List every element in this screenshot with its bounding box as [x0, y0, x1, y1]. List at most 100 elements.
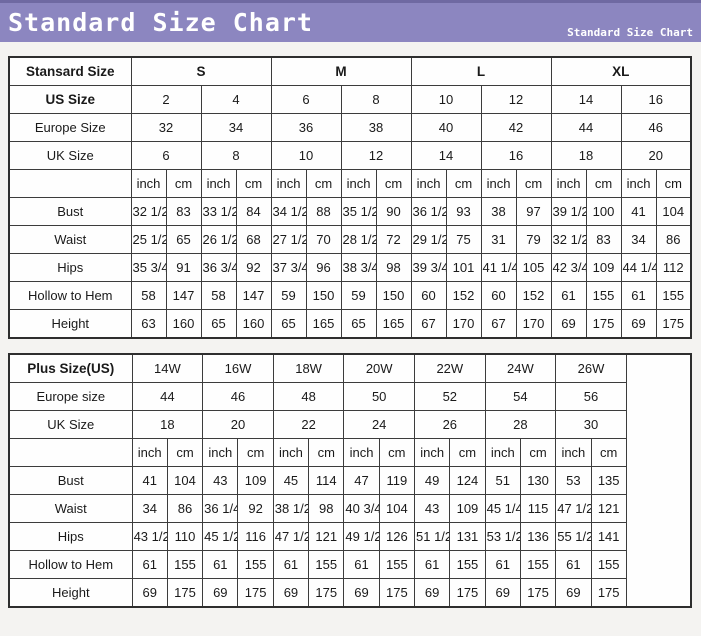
- table-cell: inch: [202, 438, 239, 467]
- table-cell: 165: [375, 309, 412, 339]
- table-cell: 150: [305, 281, 342, 310]
- table-cell: 35 1/2: [340, 197, 377, 226]
- table-row: Height 63 160 65 160 65 165 65 165 67 170 67 170 69 17…: [8, 309, 692, 339]
- table-cell: 155: [308, 550, 345, 579]
- table-cell: inch: [484, 438, 521, 467]
- table-cell: 96: [305, 253, 342, 282]
- table-cell: 93: [445, 197, 482, 226]
- table-cell: 18W: [272, 353, 345, 383]
- table-cell: inch: [272, 438, 310, 467]
- table-cell: 29 1/2: [410, 225, 447, 254]
- table-cell: 56: [555, 382, 627, 411]
- table-cell: 44 1/4: [620, 253, 657, 282]
- table-cell: 68: [235, 225, 272, 254]
- table-cell: cm: [585, 169, 622, 198]
- table-cell: 18: [131, 410, 204, 439]
- table-cell: 92: [235, 253, 272, 282]
- page-title: Standard Size Chart: [8, 8, 313, 37]
- table-cell: 39 1/2: [550, 197, 587, 226]
- table-cell: 6: [270, 85, 342, 114]
- table-cell: 136: [519, 522, 557, 551]
- table-cell: 141: [590, 522, 627, 551]
- table-cell: 121: [590, 494, 627, 523]
- table-cell: 8: [200, 141, 272, 170]
- table-cell: 24: [343, 410, 415, 439]
- table-cell: 109: [585, 253, 622, 282]
- table-cell: 155: [237, 550, 274, 579]
- table-cell: 147: [235, 281, 272, 310]
- table-cell: 67: [410, 309, 447, 339]
- table-row: Hips 43 1/2 110 45 1/2 116 47 1/2 121 49 1/2 126…: [8, 522, 691, 551]
- table-cell: Europe size: [8, 382, 133, 411]
- table-cell: Stansard Size: [8, 56, 132, 86]
- table-cell: 126: [378, 522, 416, 551]
- table-cell: 61: [131, 550, 168, 579]
- table-cell: 105: [515, 253, 552, 282]
- table-cell: 47 1/2: [272, 522, 310, 551]
- table-cell: 46: [202, 382, 274, 411]
- table-cell: 34 1/2: [270, 197, 307, 226]
- table-cell: M: [270, 56, 412, 86]
- table-cell: 112: [655, 253, 692, 282]
- table-cell: 22: [272, 410, 345, 439]
- table-cell: 49: [413, 466, 451, 495]
- table-cell: 92: [237, 494, 274, 523]
- table-cell: 33 1/2: [200, 197, 237, 226]
- table-cell: 69: [202, 578, 239, 608]
- table-cell: 10: [270, 141, 342, 170]
- table-cell: 155: [378, 550, 416, 579]
- table-row: Waist 34 86 36 1/4 92 38 1/2 98 40 3/4 104 43 109 4…: [8, 494, 691, 523]
- table-cell: 54: [484, 382, 557, 411]
- table-cell: 45 1/2: [202, 522, 239, 551]
- table-row: Height 69 175 69 175 69 175 69 175 69 175 69 175 69 17…: [8, 578, 691, 608]
- table-cell: 55 1/2: [555, 522, 592, 551]
- table-cell: 175: [585, 309, 622, 339]
- table-cell: 43: [202, 466, 239, 495]
- table-cell: 100: [585, 197, 622, 226]
- table-cell: Waist: [8, 494, 133, 523]
- table-row: Europe Size 32 34 36 38 40 42 44 46: [8, 113, 692, 142]
- table-cell: 79: [515, 225, 552, 254]
- table-cell: Hollow to Hem: [8, 281, 132, 310]
- table-cell: 14W: [131, 353, 204, 383]
- table-cell: 69: [272, 578, 310, 608]
- table-cell: 36 3/4: [200, 253, 237, 282]
- table-cell: Bust: [8, 197, 132, 226]
- table-cell: 34: [200, 113, 272, 142]
- table-cell: 155: [166, 550, 204, 579]
- table-cell: 51 1/2: [413, 522, 451, 551]
- table-cell: 83: [165, 197, 202, 226]
- table-cell: 53: [555, 466, 592, 495]
- table-row: Hips 35 3/4 91 36 3/4 92 37 3/4 96 38 3/4 98 39 3…: [8, 253, 692, 282]
- table-cell: 69: [413, 578, 451, 608]
- table-cell: 70: [305, 225, 342, 254]
- table-row: Europe size 44 46 48 50 52 54 56: [8, 382, 691, 411]
- table-cell: 69: [343, 578, 380, 608]
- table-cell: 170: [445, 309, 482, 339]
- table-cell: 36: [270, 113, 342, 142]
- table-cell: 175: [449, 578, 486, 608]
- table-cell: 4: [200, 85, 272, 114]
- table-row: Stansard Size S M L XL: [8, 56, 692, 86]
- table-cell: 49 1/2: [343, 522, 380, 551]
- table-cell: 42 3/4: [550, 253, 587, 282]
- table-cell: inch: [131, 438, 168, 467]
- table-cell: 34: [620, 225, 657, 254]
- table-cell: 6: [130, 141, 202, 170]
- table-cell: 28 1/2: [340, 225, 377, 254]
- table-cell: 46: [620, 113, 692, 142]
- table-cell: 69: [484, 578, 521, 608]
- table-cell: 12: [480, 85, 552, 114]
- table-cell: 20W: [343, 353, 415, 383]
- table-cell: cm: [519, 438, 557, 467]
- table-cell: cm: [590, 438, 627, 467]
- table-cell: 155: [585, 281, 622, 310]
- table-cell: 59: [340, 281, 377, 310]
- table-cell: 98: [308, 494, 345, 523]
- table-cell: 43 1/2: [131, 522, 168, 551]
- table-cell: inch: [200, 169, 237, 198]
- table-cell: Europe Size: [8, 113, 132, 142]
- table-cell: Hips: [8, 522, 133, 551]
- table-cell: 98: [375, 253, 412, 282]
- table-cell: 75: [445, 225, 482, 254]
